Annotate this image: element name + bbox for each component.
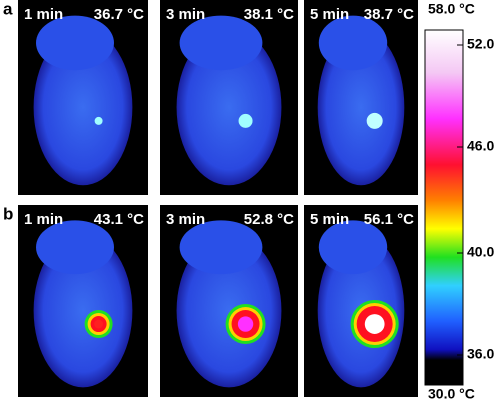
- mouse-body: [317, 29, 405, 186]
- mouse-head: [36, 220, 114, 275]
- colorbar-tick-label: 52.0: [467, 36, 494, 52]
- time-label: 1 min: [24, 6, 63, 23]
- colorbar-tick-label: 40.0: [467, 244, 494, 260]
- time-label: 3 min: [166, 6, 205, 23]
- panel-label: a: [3, 0, 13, 18]
- temperature-label: 38.7 °C: [364, 6, 414, 23]
- panel-label: b: [3, 204, 13, 223]
- heat-spot: [238, 113, 253, 128]
- temperature-label: 36.7 °C: [94, 6, 144, 23]
- mouse-head: [36, 15, 114, 71]
- colorbar-max: 58.0 °C: [428, 1, 475, 17]
- heat-spot: [366, 112, 383, 129]
- heat-spot: [237, 316, 254, 332]
- temperature-label: 52.8 °C: [244, 211, 294, 228]
- mouse-head: [318, 15, 388, 71]
- heat-spot: [364, 314, 385, 334]
- heat-spot: [94, 319, 103, 329]
- time-label: 5 min: [310, 6, 349, 23]
- mouse-body: [33, 29, 133, 186]
- heat-spot: [94, 116, 103, 125]
- time-label: 3 min: [166, 211, 205, 228]
- temperature-label: 56.1 °C: [364, 211, 414, 228]
- colorbar-tick-label: 36.0: [467, 346, 494, 362]
- mouse-body: [176, 29, 282, 186]
- colorbar-min: 30.0 °C: [428, 386, 475, 402]
- mouse-head: [179, 15, 263, 71]
- time-label: 5 min: [310, 211, 349, 228]
- temperature-label: 43.1 °C: [94, 211, 144, 228]
- time-label: 1 min: [24, 211, 63, 228]
- temperature-label: 38.1 °C: [244, 6, 294, 23]
- mouse-head: [318, 220, 388, 275]
- colorbar-tick-label: 46.0: [467, 138, 494, 154]
- mouse-body: [176, 233, 282, 388]
- colorbar: [424, 29, 464, 386]
- mouse-head: [179, 220, 263, 275]
- mouse-body: [33, 233, 133, 388]
